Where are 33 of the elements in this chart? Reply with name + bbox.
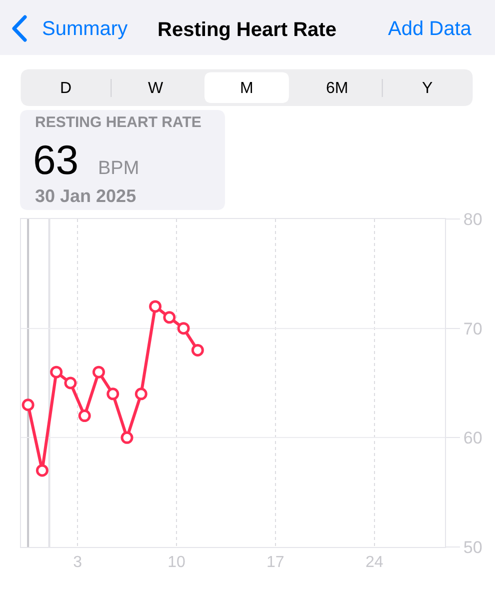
text: Add Data <box>388 18 472 40</box>
text: Summary <box>42 18 128 40</box>
point <box>22 398 34 412</box>
x-tick-label: 17 <box>266 554 284 572</box>
point <box>64 376 77 390</box>
text: W <box>148 80 164 97</box>
point <box>78 410 91 422</box>
y-tick-label: 60 <box>463 428 482 448</box>
text: Y <box>422 80 433 97</box>
text: 6M <box>326 80 348 97</box>
x-tick-label: 24 <box>365 554 384 572</box>
text: D <box>60 80 72 97</box>
point <box>36 464 48 477</box>
point <box>149 300 162 313</box>
point <box>106 388 120 400</box>
y-tick-label: 80 <box>463 210 482 229</box>
text: 30 Jan 2025 <box>35 186 136 206</box>
point <box>120 431 134 444</box>
text: 63 <box>33 137 79 183</box>
text: RESTING HEART RATE <box>35 114 202 131</box>
point <box>191 344 204 356</box>
chart-title: Resting Heart Rate <box>158 19 336 41</box>
x-tick-label: 3 <box>73 554 82 572</box>
y-tick-label: 70 <box>463 319 482 338</box>
point <box>177 322 190 335</box>
point <box>134 388 148 400</box>
point <box>92 366 105 378</box>
y-tick-label: 50 <box>463 538 482 557</box>
text: M <box>240 80 254 97</box>
text: BPM <box>98 158 140 179</box>
point <box>50 366 63 378</box>
point <box>163 311 176 324</box>
x-tick-label: 10 <box>168 554 186 572</box>
